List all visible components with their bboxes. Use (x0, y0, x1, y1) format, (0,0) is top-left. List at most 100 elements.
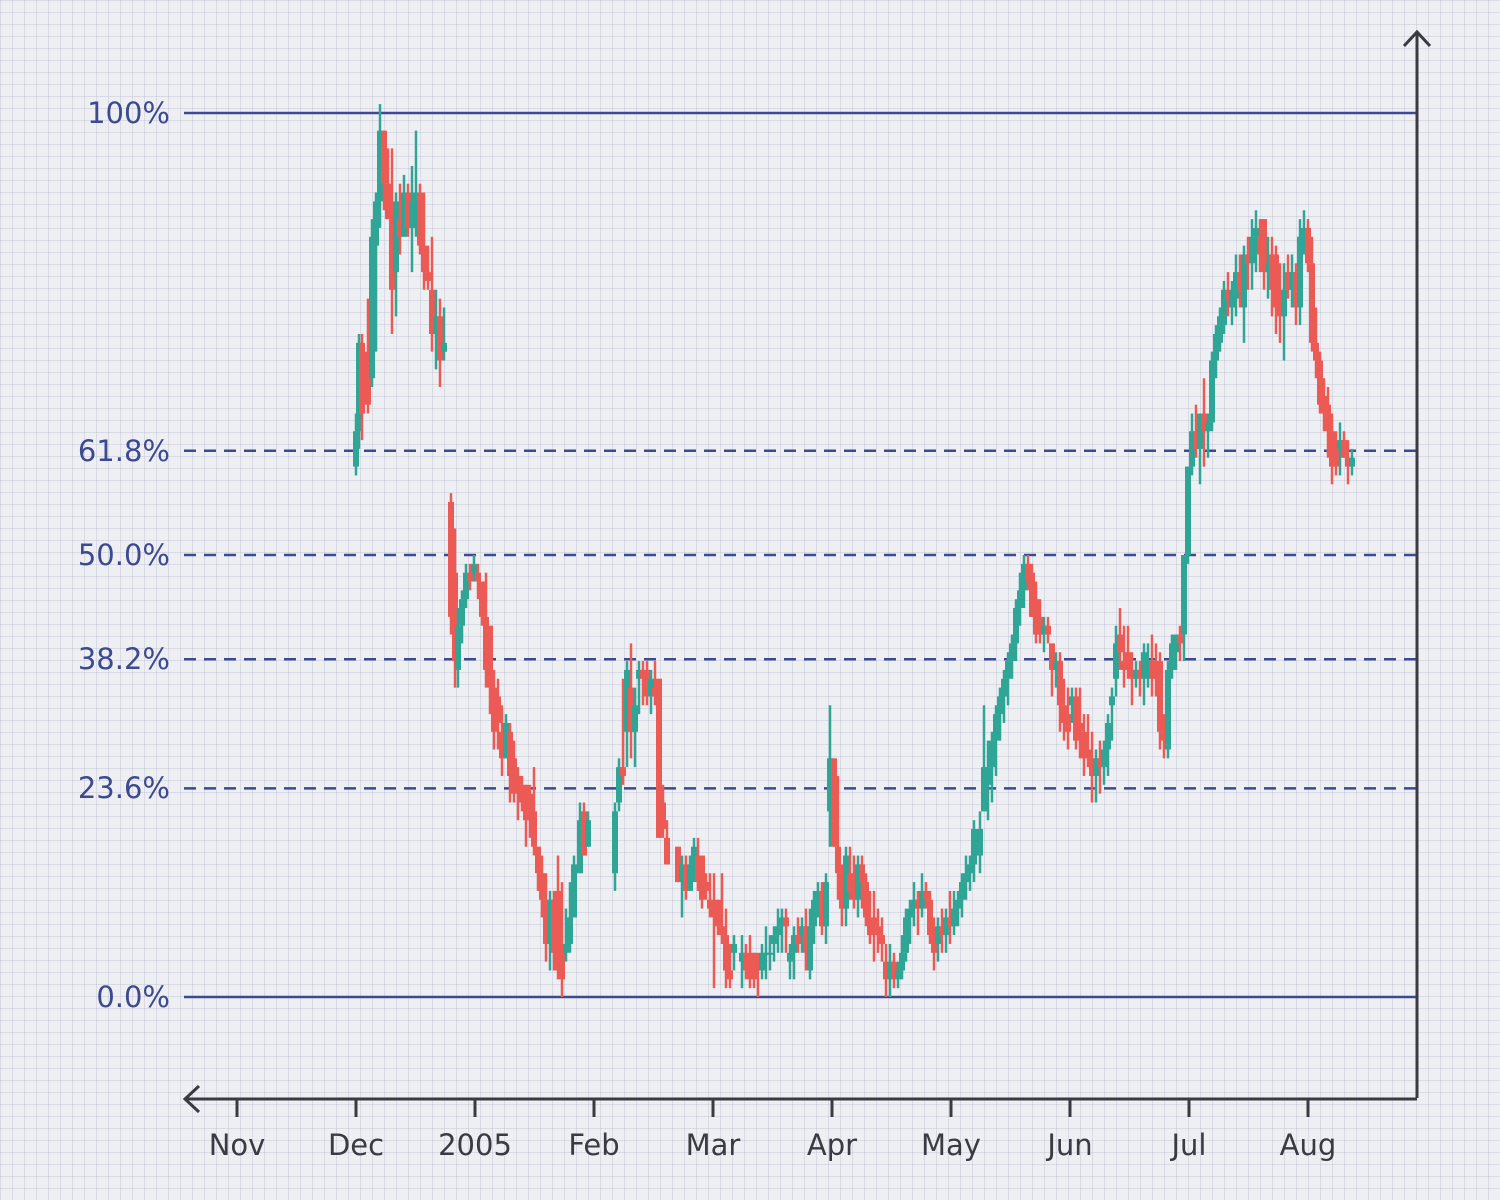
candle (963, 855, 969, 900)
candle (1057, 652, 1063, 732)
candle (1081, 714, 1087, 776)
candle (795, 917, 801, 953)
candle (656, 678, 662, 838)
candle (503, 714, 509, 759)
candle (1141, 643, 1147, 706)
candle (707, 873, 713, 918)
candle (1289, 254, 1295, 308)
candle (715, 899, 721, 936)
candle (923, 882, 929, 909)
candle (559, 882, 565, 997)
candle (1249, 219, 1255, 290)
candle (1173, 634, 1179, 670)
candle (1113, 625, 1119, 697)
candle (1321, 378, 1327, 432)
candle (1245, 236, 1251, 290)
candle (648, 669, 654, 715)
candle (369, 219, 375, 388)
candle (632, 687, 638, 768)
candle (679, 855, 685, 918)
candle (547, 890, 553, 971)
candle (519, 776, 525, 812)
candle (1073, 687, 1079, 750)
candle (1257, 219, 1263, 273)
candle (381, 130, 387, 211)
candle (1105, 714, 1111, 776)
x-tick-label: Apr (806, 1128, 858, 1162)
candle (429, 236, 435, 352)
candle (683, 855, 689, 900)
level-label-100: 100% (87, 96, 170, 130)
candle (967, 855, 973, 891)
candle (1333, 431, 1339, 476)
candle (739, 935, 745, 989)
candle (483, 572, 489, 688)
candle (487, 625, 493, 715)
candle (831, 758, 837, 847)
candle (1205, 413, 1211, 458)
candle (799, 917, 805, 953)
candle (791, 926, 797, 980)
candle (495, 678, 501, 750)
candle (687, 855, 693, 891)
x-tick-label: Nov (208, 1128, 266, 1162)
candle (823, 873, 829, 944)
candle (1309, 236, 1315, 352)
candle (951, 890, 957, 936)
candle (425, 245, 431, 290)
candle (997, 687, 1003, 741)
level-label-61-8: 61.8% (77, 433, 170, 468)
candle (1009, 634, 1015, 679)
candle (616, 758, 622, 812)
candle (373, 192, 379, 352)
candle (448, 493, 454, 635)
candle (1097, 740, 1103, 794)
candle (1165, 661, 1171, 759)
candle (1217, 307, 1223, 352)
candle (1137, 661, 1143, 697)
candle (463, 563, 469, 609)
candle (695, 837, 701, 891)
candle (1193, 404, 1199, 458)
x-tick-label: May (921, 1128, 981, 1162)
candle (563, 908, 569, 962)
candle (985, 740, 991, 821)
candle (1281, 263, 1287, 361)
candle (527, 784, 533, 838)
candle (847, 846, 853, 900)
candle (555, 855, 561, 980)
candle (1049, 643, 1055, 697)
candle (1077, 687, 1083, 759)
candle (585, 811, 591, 847)
candle (1177, 625, 1183, 662)
candle (1145, 643, 1151, 688)
candle (751, 952, 757, 989)
candle (703, 873, 709, 900)
candle (1029, 563, 1035, 617)
candle (1253, 210, 1259, 273)
candle (652, 661, 658, 706)
candle (755, 952, 761, 997)
candle (971, 820, 977, 883)
level-label-23-6: 23.6% (77, 771, 170, 806)
candle (1213, 325, 1219, 379)
candle (628, 643, 634, 759)
candle (731, 935, 737, 971)
candle (1233, 254, 1239, 317)
candle (771, 926, 777, 962)
candle (811, 890, 817, 944)
candle (879, 917, 885, 962)
candle (747, 935, 753, 989)
candles (353, 104, 1355, 997)
candle (839, 864, 845, 927)
candle (365, 298, 371, 414)
candle (691, 837, 697, 883)
candle (471, 555, 477, 582)
x-tick-label: Mar (685, 1128, 741, 1162)
candle (1221, 280, 1227, 334)
candle (636, 661, 642, 715)
candle (1093, 749, 1099, 803)
candle (993, 705, 999, 776)
candle (759, 943, 765, 980)
candle (867, 890, 873, 944)
